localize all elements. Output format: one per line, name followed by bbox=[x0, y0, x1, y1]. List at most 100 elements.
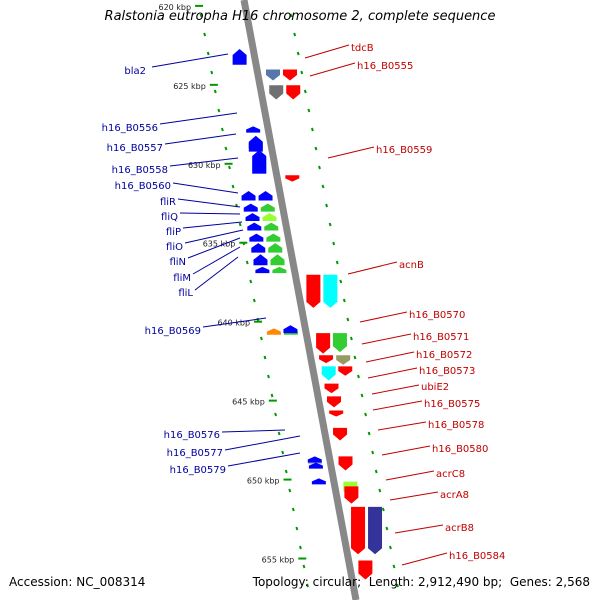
gene-arrow bbox=[266, 328, 281, 335]
gene-label: fliO bbox=[166, 242, 183, 253]
gene-label: h16_B0584 bbox=[449, 551, 505, 562]
accession-info: Accession: NC_008314 bbox=[9, 575, 145, 589]
label-leader bbox=[179, 212, 241, 215]
gene-arrow bbox=[319, 355, 334, 364]
gene-arrow bbox=[248, 135, 263, 152]
gc-dot bbox=[360, 393, 364, 398]
label-leader bbox=[177, 198, 241, 208]
gc-dot bbox=[364, 412, 368, 417]
gene-arrow bbox=[306, 274, 321, 308]
chromosome-backbone bbox=[240, 0, 360, 600]
gc-dot bbox=[318, 165, 321, 170]
gene-label: fliR bbox=[160, 197, 176, 208]
gc-dot bbox=[249, 279, 253, 284]
gene-arrow bbox=[243, 203, 258, 212]
topology-value: circular bbox=[312, 575, 358, 589]
gene-label: h16_B0559 bbox=[376, 145, 432, 156]
gene-arrow bbox=[336, 355, 351, 365]
sequence-info: Topology: circular; Length: 2,912,490 bp… bbox=[252, 575, 590, 589]
gc-dot bbox=[203, 32, 207, 37]
gene-arrow bbox=[338, 366, 353, 376]
gene-arrow bbox=[327, 396, 342, 408]
gc-dot bbox=[302, 564, 306, 569]
gc-dot bbox=[252, 298, 256, 303]
gc-dot bbox=[206, 51, 210, 56]
label-leader bbox=[182, 221, 243, 229]
gene-label: acrB8 bbox=[445, 523, 474, 534]
gc-dot bbox=[217, 108, 221, 113]
gc-dot bbox=[306, 583, 309, 588]
gene-arrow bbox=[264, 222, 279, 231]
gc-dot bbox=[310, 127, 314, 132]
gene-label: fliL bbox=[178, 288, 193, 299]
label-leader bbox=[372, 400, 423, 411]
gene-arrow bbox=[266, 69, 280, 81]
gene-label: fliM bbox=[173, 273, 191, 284]
gc-dot bbox=[245, 260, 249, 265]
label-leader bbox=[389, 491, 439, 501]
gene-label: h16_B0571 bbox=[413, 332, 469, 343]
gc-dot bbox=[267, 374, 270, 379]
gene-arrow bbox=[246, 126, 261, 133]
gc-dot bbox=[346, 317, 350, 322]
gene-label: h16_B0560 bbox=[115, 181, 171, 192]
gene-label: h16_B0577 bbox=[167, 448, 223, 459]
label-leader bbox=[194, 256, 239, 291]
gene-arrow bbox=[344, 486, 359, 504]
gc-dot bbox=[396, 583, 399, 588]
gene-arrow bbox=[283, 69, 297, 81]
gene-arrow bbox=[368, 506, 383, 555]
gc-dot bbox=[277, 431, 281, 436]
length-value: 2,912,490 bp bbox=[418, 575, 499, 589]
label-leader bbox=[394, 524, 444, 534]
gene-arrow bbox=[329, 410, 344, 417]
label-leader bbox=[377, 421, 427, 431]
gene-arrow bbox=[333, 427, 348, 441]
gc-dot bbox=[298, 545, 302, 550]
label-leader bbox=[365, 351, 415, 363]
gc-dot bbox=[385, 526, 389, 531]
gc-dot bbox=[213, 89, 217, 94]
gc-dot bbox=[293, 32, 297, 37]
gc-dot bbox=[332, 241, 336, 246]
gc-dot bbox=[342, 298, 346, 303]
gene-arrow bbox=[283, 325, 298, 334]
label-leader bbox=[361, 333, 412, 345]
gene-arrow bbox=[245, 213, 260, 222]
gene-arrow bbox=[249, 233, 264, 242]
gene-features bbox=[232, 48, 383, 580]
gc-dot bbox=[199, 13, 203, 18]
gene-arrow bbox=[358, 560, 373, 580]
gc-dot bbox=[238, 222, 242, 227]
label-leader bbox=[172, 182, 239, 194]
gene-label: h16_B0576 bbox=[164, 430, 220, 441]
gc-dot bbox=[378, 488, 382, 493]
gene-arrow bbox=[321, 366, 336, 381]
gc-dot bbox=[328, 222, 332, 227]
gene-arrow bbox=[260, 203, 275, 212]
gene-label: fliN bbox=[169, 257, 186, 268]
gene-label: bla2 bbox=[124, 66, 146, 77]
gene-arrow bbox=[323, 274, 338, 308]
gene-label: ubiE2 bbox=[421, 382, 449, 393]
gene-label: acrA8 bbox=[440, 490, 469, 501]
gc-dot bbox=[314, 146, 318, 151]
scale-tick-label: 625 kbp bbox=[173, 82, 206, 91]
gc-dot bbox=[259, 336, 263, 341]
gene-label: h16_B0573 bbox=[419, 366, 475, 377]
gc-dot bbox=[224, 146, 228, 151]
gene-label: h16_B0557 bbox=[107, 143, 163, 154]
gene-labels: bla2 h16_B0556 h16_B0557 h16_B0558 h16_B0560… bbox=[102, 43, 505, 566]
gc-dot bbox=[303, 89, 307, 94]
gene-label: h16_B0578 bbox=[428, 420, 484, 431]
gc-dot bbox=[367, 431, 371, 436]
gc-dot bbox=[300, 70, 304, 75]
label-leader bbox=[224, 435, 301, 451]
gc-dot bbox=[381, 507, 385, 512]
scale-tick-label: 620 kbp bbox=[158, 3, 191, 12]
gene-arrow bbox=[285, 175, 300, 182]
label-leader bbox=[202, 317, 267, 328]
gc-dot bbox=[321, 184, 325, 189]
gc-dot bbox=[289, 13, 293, 18]
